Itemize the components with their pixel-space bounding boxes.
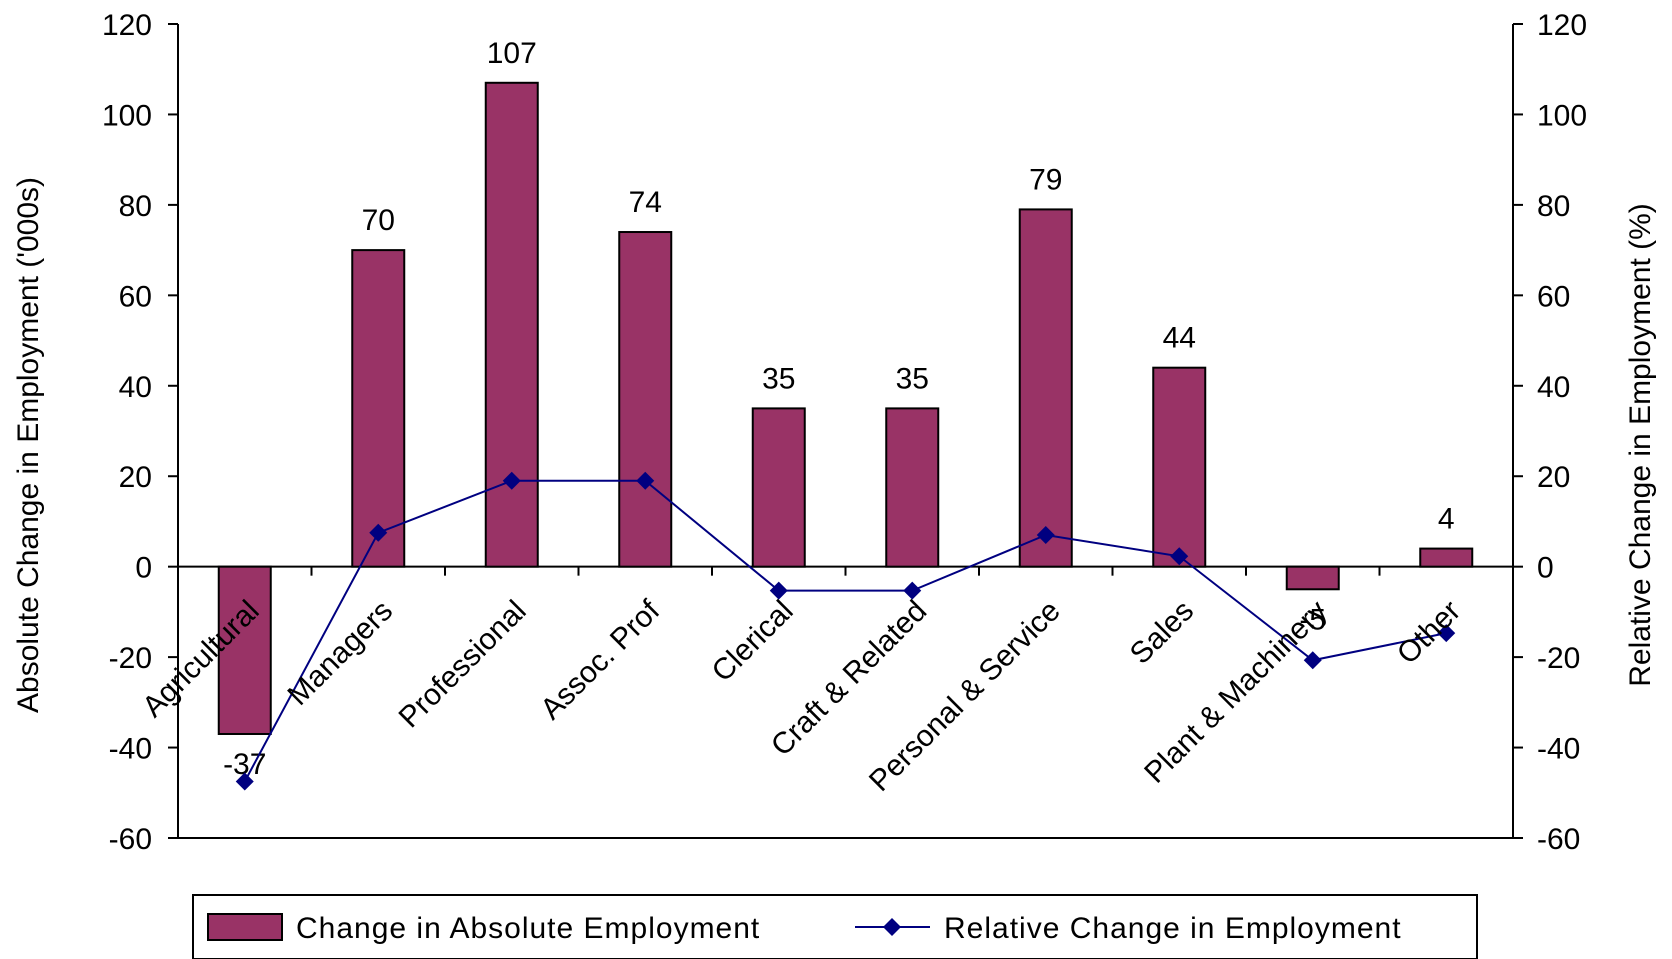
- legend-label-absolute: Change in Absolute Employment: [296, 912, 760, 945]
- line-point-marker: [636, 471, 655, 490]
- data-label: 107: [487, 37, 537, 70]
- y2-tick-label: -40: [1537, 733, 1580, 766]
- y-tick-label: 40: [119, 371, 152, 404]
- data-label: 74: [629, 186, 662, 219]
- bar: [1285, 565, 1340, 591]
- line-series: [235, 471, 1456, 791]
- bar: [1018, 208, 1073, 568]
- category-label: Professional: [393, 594, 533, 734]
- category-label: Sales: [1124, 594, 1200, 670]
- legend: Change in Absolute Employment Relative C…: [192, 894, 1478, 959]
- data-label: 4: [1438, 503, 1455, 536]
- y2-tick-label: 60: [1537, 280, 1570, 313]
- line-point-marker: [1437, 624, 1456, 643]
- y-tick-label: 100: [102, 99, 152, 132]
- line-point-marker: [769, 581, 788, 600]
- line-point-marker: [1303, 651, 1322, 670]
- y2-tick-label: 20: [1537, 461, 1570, 494]
- line-point-marker: [903, 581, 922, 600]
- y-axis-title: Absolute Change in Employment ('000s): [12, 177, 45, 713]
- legend-swatch-marker: [883, 918, 901, 936]
- relative-change-line: [243, 479, 1447, 782]
- y2-tick-label: -60: [1537, 823, 1580, 856]
- category-label: Managers: [282, 594, 400, 712]
- y-tick-label: -60: [109, 823, 152, 856]
- y2-tick-label: 120: [1537, 9, 1587, 42]
- bar: [1152, 366, 1207, 568]
- y2-tick-label: 0: [1537, 552, 1554, 585]
- line-point-marker: [235, 772, 254, 791]
- data-label: 79: [1029, 163, 1062, 196]
- y2-tick-label: 40: [1537, 371, 1570, 404]
- line-point-marker: [1036, 526, 1055, 545]
- legend-box: [192, 894, 1478, 959]
- category-label: Assoc. Prof: [534, 594, 666, 726]
- legend-swatch-bar: [207, 913, 283, 941]
- data-label: 70: [362, 204, 395, 237]
- y-tick-label: -20: [109, 642, 152, 675]
- y2-tick-label: 80: [1537, 190, 1570, 223]
- data-label: 35: [762, 362, 795, 395]
- data-label: 35: [896, 362, 929, 395]
- y-tick-label: 60: [119, 280, 152, 313]
- y-tick-label: 0: [135, 552, 152, 585]
- bar-series: [217, 81, 1474, 735]
- data-label: 44: [1163, 322, 1196, 355]
- bar: [751, 407, 806, 568]
- bar: [351, 249, 406, 568]
- y2-axis-title: Relative Change in Employment (%): [1624, 203, 1657, 687]
- legend-label-relative: Relative Change in Employment: [944, 912, 1402, 945]
- line-point-marker: [369, 523, 388, 542]
- y-tick-label: 20: [119, 461, 152, 494]
- bar: [484, 81, 539, 568]
- y2-tick-label: -20: [1537, 642, 1580, 675]
- bar: [1419, 547, 1474, 568]
- y-tick-label: -40: [109, 733, 152, 766]
- y-tick-label: 80: [119, 190, 152, 223]
- line-point-marker: [1170, 547, 1189, 566]
- category-label: Clerical: [706, 594, 800, 688]
- category-label: Other: [1391, 594, 1467, 670]
- bar: [618, 231, 673, 568]
- y-tick-label: 120: [102, 9, 152, 42]
- bar: [217, 565, 272, 735]
- y2-tick-label: 100: [1537, 99, 1587, 132]
- axes: 120 120 100 100 80 80 60 60 40 40 20 20 0 0 -20 -20 -40 -…: [102, 9, 1587, 856]
- bar: [885, 407, 940, 568]
- data-label: -5: [1299, 603, 1326, 636]
- line-point-marker: [502, 471, 521, 490]
